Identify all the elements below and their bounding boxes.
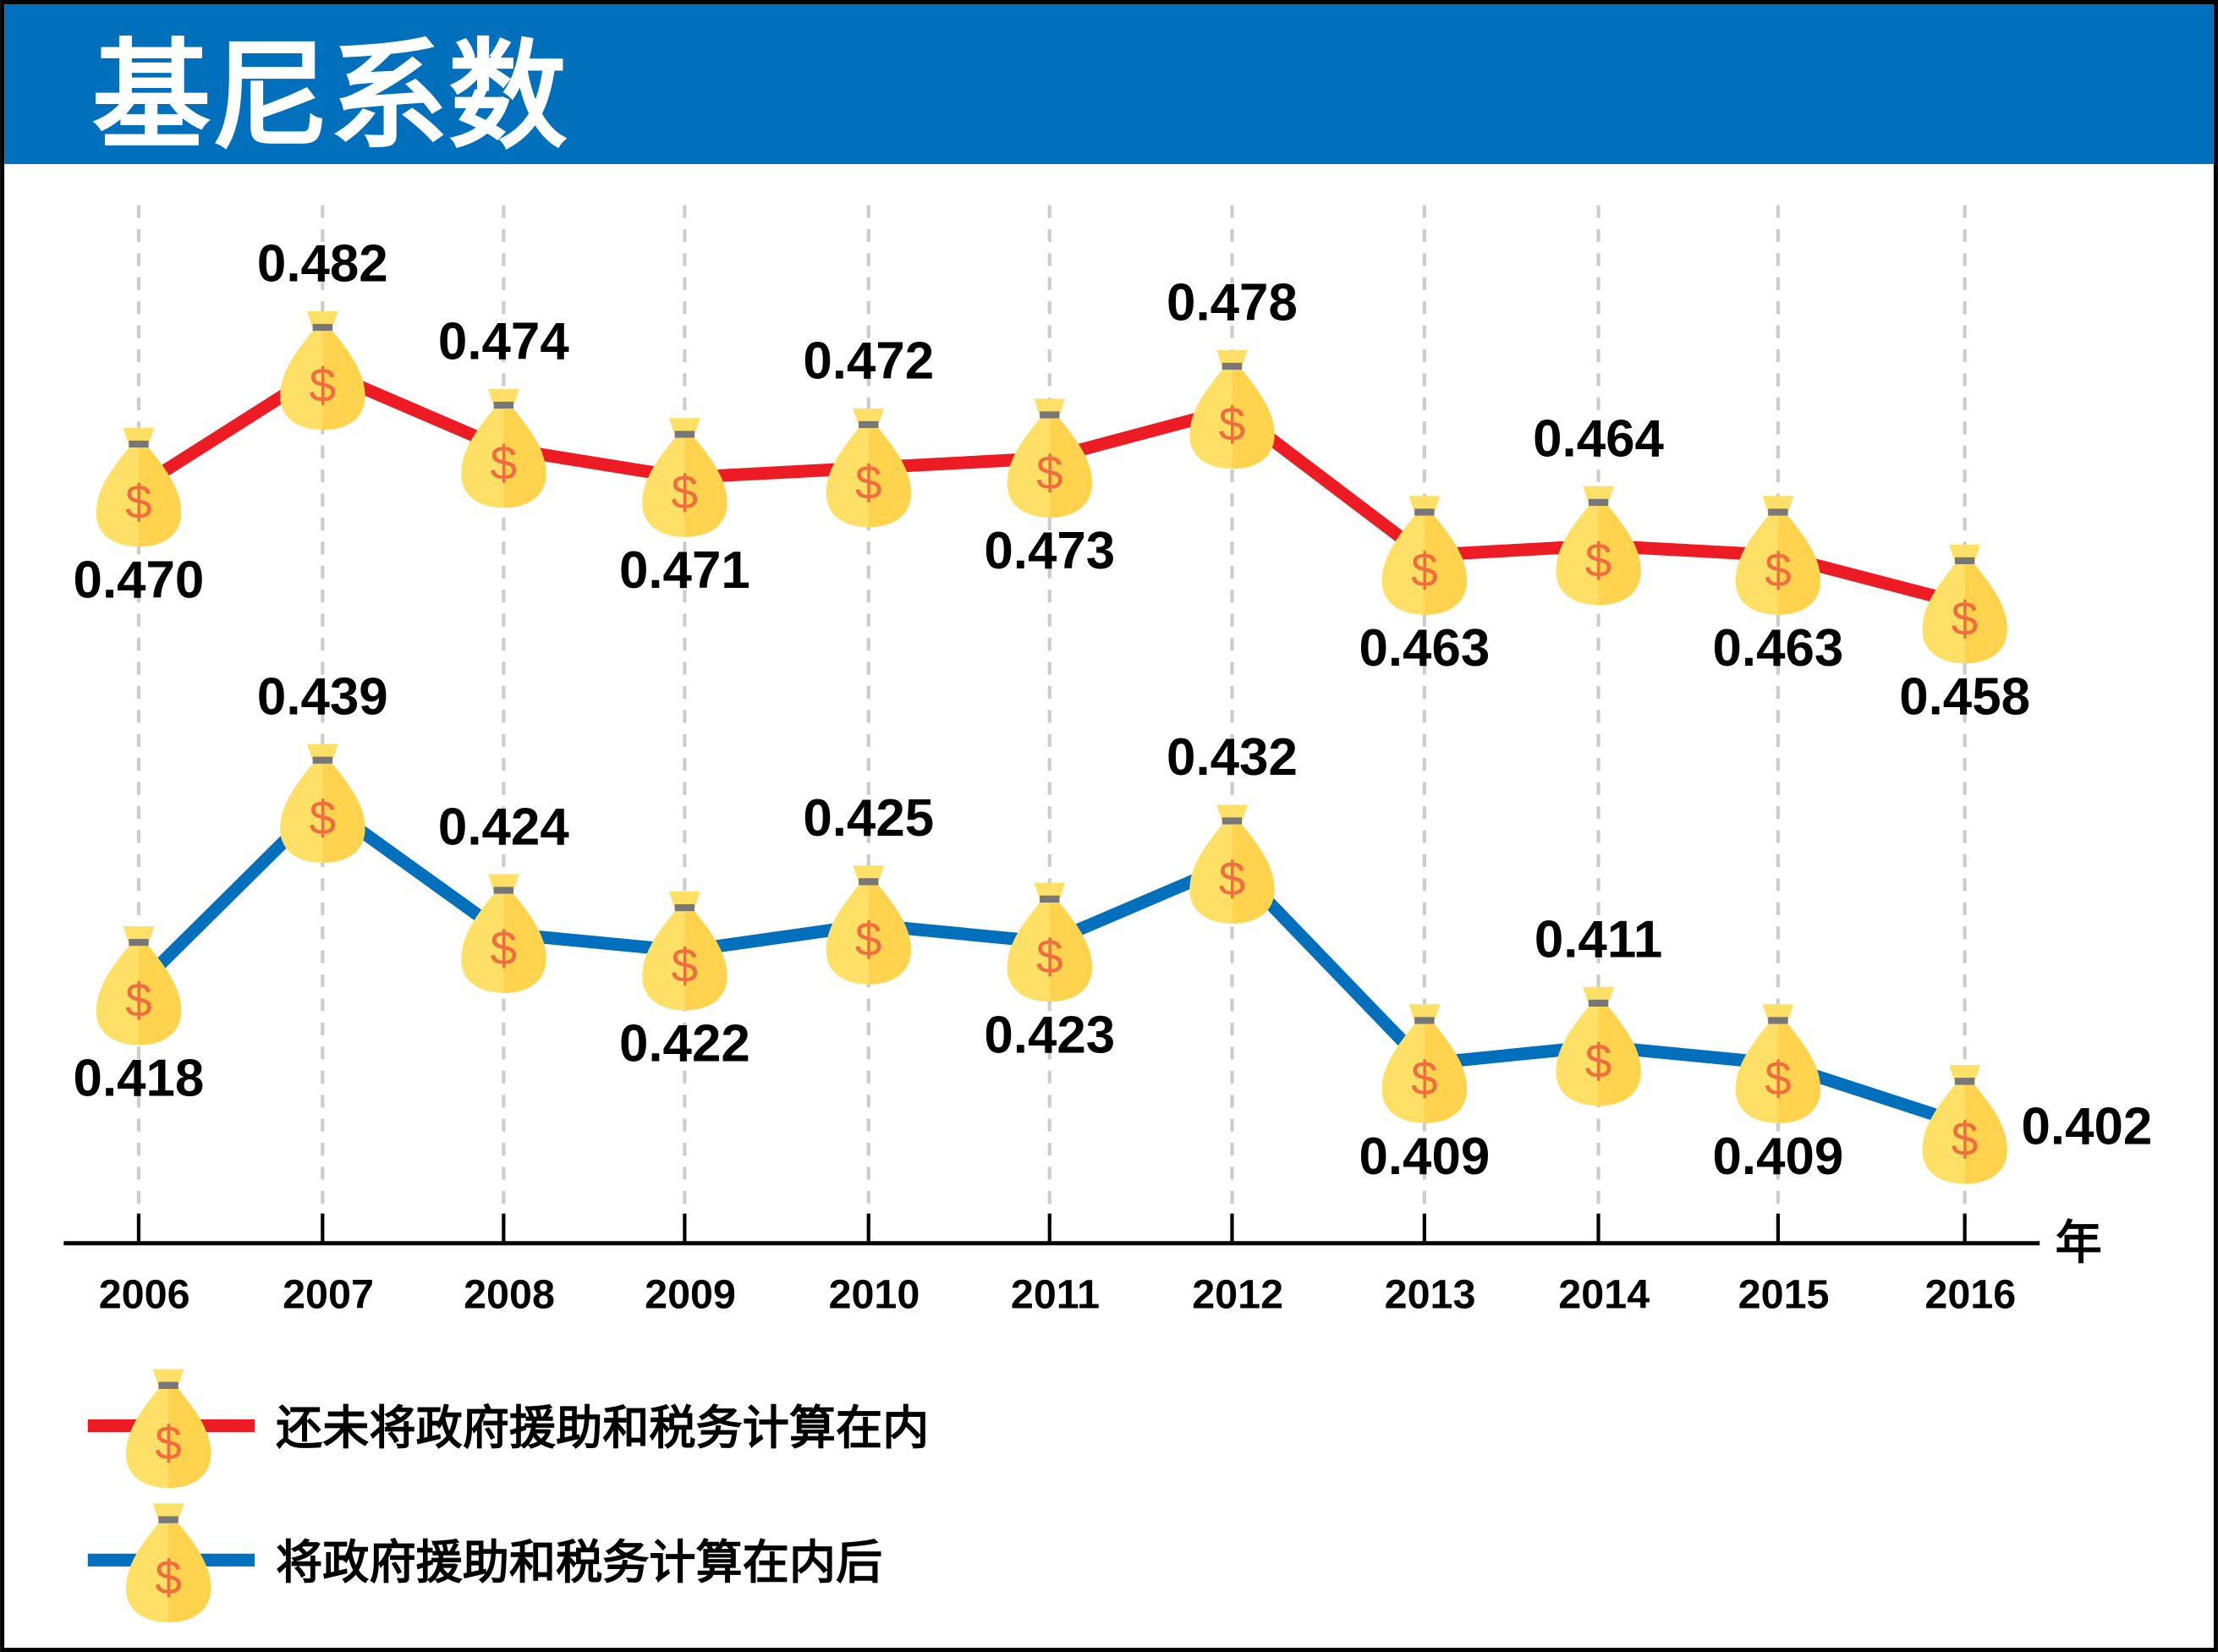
data-point-money-bag-icon: $ <box>1007 882 1092 1002</box>
title-bar <box>4 4 2214 164</box>
dollar-sign: $ <box>310 359 337 413</box>
data-label: 0.418 <box>74 1050 205 1108</box>
chart-title: 基尼系数 <box>92 28 568 166</box>
dollar-sign: $ <box>1411 1052 1438 1106</box>
data-label: 0.470 <box>74 551 205 609</box>
x-tick-label: 2009 <box>645 1272 736 1318</box>
data-label: 0.463 <box>1359 619 1490 678</box>
data-point-money-bag-icon: $ <box>280 310 365 431</box>
data-label: 0.409 <box>1712 1128 1843 1186</box>
data-label: 0.474 <box>438 313 569 371</box>
dollar-sign: $ <box>1036 447 1063 500</box>
data-point-money-bag-icon: $ <box>280 744 365 863</box>
data-point-money-bag-icon: $ <box>1922 1065 2007 1184</box>
x-tick-label: 2012 <box>1192 1272 1283 1318</box>
x-tick-label: 2010 <box>829 1272 920 1318</box>
dollar-sign: $ <box>1952 593 1979 646</box>
data-point-money-bag-icon: $ <box>461 388 546 508</box>
x-axis-label: 年 <box>2056 1216 2102 1271</box>
dollar-sign: $ <box>310 793 337 846</box>
data-point-money-bag-icon: $ <box>1735 1004 1821 1123</box>
dollar-sign: $ <box>855 457 882 510</box>
data-point-money-bag-icon: $ <box>826 408 911 528</box>
data-point-money-bag-icon: $ <box>1556 986 1641 1106</box>
data-label: 0.439 <box>257 667 388 726</box>
data-point-money-bag-icon: $ <box>1381 496 1468 615</box>
data-label: 0.411 <box>1534 911 1662 969</box>
dollar-sign: $ <box>125 974 152 1028</box>
dollar-sign: $ <box>672 466 699 519</box>
data-label: 0.473 <box>984 522 1115 580</box>
dollar-sign: $ <box>855 914 882 967</box>
data-label: 0.482 <box>257 235 388 294</box>
data-point-money-bag-icon: $ <box>1922 544 2007 664</box>
x-tick-label: 2007 <box>283 1272 374 1318</box>
x-tick-label: 2006 <box>99 1272 190 1318</box>
dollar-sign: $ <box>1765 544 1792 597</box>
data-point-money-bag-icon: $ <box>1007 398 1092 518</box>
x-tick-label: 2014 <box>1558 1272 1650 1318</box>
x-tick-label: 2008 <box>464 1272 555 1318</box>
data-point-money-bag-icon: $ <box>1735 496 1821 615</box>
data-point-money-bag-icon: $ <box>96 427 182 547</box>
data-point-money-bag-icon: $ <box>1556 486 1641 606</box>
dollar-sign: $ <box>672 940 699 993</box>
dollar-sign: $ <box>1585 1035 1612 1089</box>
data-point-money-bag-icon: $ <box>1381 1004 1468 1123</box>
legend-money-bag-icon: $ <box>125 1503 211 1622</box>
legend-item: $ 将政府援助和税务计算在内后 <box>87 1503 882 1622</box>
dollar-sign: $ <box>1219 398 1246 452</box>
data-point-money-bag-icon: $ <box>1189 804 1275 924</box>
data-label: 0.423 <box>984 1006 1115 1064</box>
dollar-sign: $ <box>491 922 518 975</box>
legend-label: 还未将政府援助和税务计算在内 <box>276 1402 929 1456</box>
legend-item: $ 还未将政府援助和税务计算在内 <box>87 1369 929 1489</box>
dollar-sign: $ <box>1036 931 1063 985</box>
data-label: 0.458 <box>1899 667 2030 726</box>
dollar-sign: $ <box>1952 1113 1979 1166</box>
data-point-money-bag-icon: $ <box>826 865 911 985</box>
dollar-sign: $ <box>1585 535 1612 588</box>
data-point-money-bag-icon: $ <box>642 418 727 537</box>
legend-label: 将政府援助和税务计算在内后 <box>276 1536 882 1590</box>
data-label: 0.463 <box>1712 619 1843 678</box>
data-label: 0.424 <box>438 798 569 856</box>
dollar-sign: $ <box>1411 544 1438 597</box>
data-label: 0.464 <box>1533 410 1664 469</box>
data-label: 0.478 <box>1167 274 1298 332</box>
dollar-sign: $ <box>155 1551 182 1605</box>
data-point-money-bag-icon: $ <box>1189 349 1275 469</box>
x-tick-label: 2011 <box>1011 1272 1100 1318</box>
legend-money-bag-icon: $ <box>125 1369 211 1489</box>
data-point-money-bag-icon: $ <box>96 925 182 1046</box>
data-point-money-bag-icon: $ <box>461 874 546 993</box>
x-tick-label: 2013 <box>1385 1272 1476 1318</box>
data-label: 0.432 <box>1167 728 1298 787</box>
dollar-sign: $ <box>155 1418 182 1471</box>
dollar-sign: $ <box>491 437 518 491</box>
data-label: 0.425 <box>803 789 934 848</box>
data-label: 0.471 <box>619 541 750 600</box>
x-tick-label: 2015 <box>1738 1272 1830 1318</box>
data-label: 0.402 <box>2021 1098 2152 1156</box>
data-label: 0.422 <box>619 1015 750 1073</box>
x-tick-label: 2016 <box>1924 1272 2016 1318</box>
dollar-sign: $ <box>1765 1052 1792 1106</box>
dollar-sign: $ <box>1219 853 1246 906</box>
data-label: 0.472 <box>803 332 934 391</box>
data-point-money-bag-icon: $ <box>642 891 727 1011</box>
data-label: 0.409 <box>1359 1128 1490 1186</box>
dollar-sign: $ <box>125 476 152 530</box>
